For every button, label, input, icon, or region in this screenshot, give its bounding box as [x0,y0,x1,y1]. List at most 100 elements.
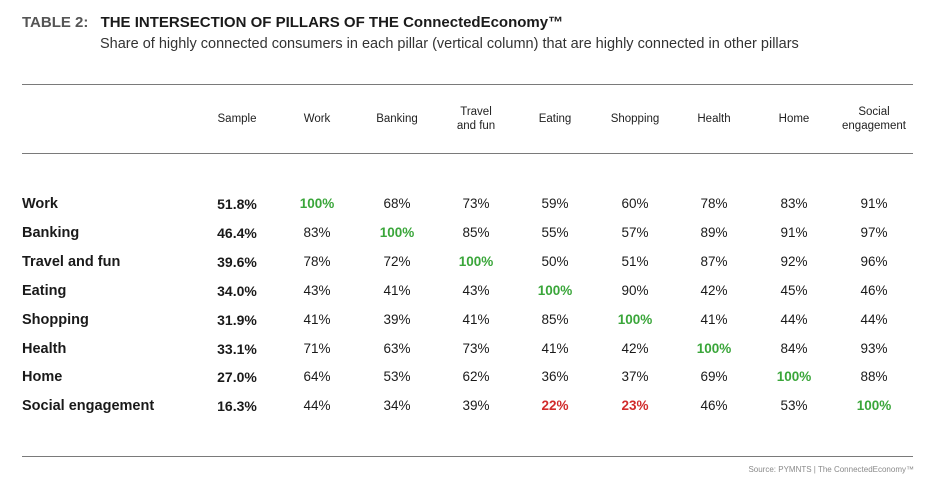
column-header: Eating [538,113,572,125]
row-label: Health [22,341,67,357]
table-cell: 89% [700,225,728,240]
table-cell: 92% [780,254,808,269]
column-header: Work [303,113,331,125]
table-cell: 55% [541,225,569,240]
table-cell: 27.0% [217,369,257,385]
table-cell: 91% [780,225,808,240]
table-cell: 88% [860,369,888,384]
table-cell: 100% [299,196,335,211]
top-divider [22,84,913,85]
row-label: Work [22,196,58,212]
table-cell: 31.9% [217,312,257,328]
table-cell: 53% [383,369,411,384]
title-text: THE INTERSECTION OF PILLARS OF THE Conne… [100,14,564,31]
table-cell: 84% [780,341,808,356]
table-cell: 43% [462,283,490,298]
row-label: Eating [22,283,67,299]
table-cell: 41% [700,312,728,327]
table-cell: 39% [462,398,490,413]
row-label: Social engagement [22,398,155,414]
bottom-divider [22,456,913,457]
table-cell: 44% [780,312,808,327]
table-row: Work 51.8% 100% 68% 73% 59% 60% 78% 83% 91% [0,196,936,216]
table-cell: 93% [860,341,888,356]
table-cell: 42% [700,283,728,298]
table-cell: 44% [303,398,331,413]
table-cell: 63% [383,341,411,356]
table-cell: 78% [303,254,331,269]
table-cell: 60% [621,196,649,211]
table-cell: 57% [621,225,649,240]
table-cell: 51.8% [217,196,257,212]
row-label: Shopping [22,312,89,328]
table-cell: 42% [621,341,649,356]
table-cell: 39.6% [217,254,257,270]
table-cell: 100% [537,283,573,298]
table-cell: 46.4% [217,225,257,241]
column-header: Sample [217,113,257,125]
table-cell: 62% [462,369,490,384]
table-cell: 41% [303,312,331,327]
table-cell: 23% [621,398,649,413]
table-cell: 87% [700,254,728,269]
table-cell: 97% [860,225,888,240]
table-cell: 73% [462,196,490,211]
table-cell: 37% [621,369,649,384]
table-cell: 73% [462,341,490,356]
table-cell: 16.3% [217,398,257,414]
table-cell: 41% [383,283,411,298]
source-note: Source: PYMNTS | The ConnectedEconomy™ [748,465,914,474]
header-divider [22,153,913,154]
table-cell: 91% [860,196,888,211]
table-cell: 100% [458,254,494,269]
column-header: Home [778,113,810,125]
table-cell: 100% [617,312,653,327]
row-label: Banking [22,225,80,241]
table-cell: 53% [780,398,808,413]
table-cell: 33.1% [217,341,257,357]
table-number: TABLE 2: [22,14,89,31]
table-row: Eating 34.0% 43% 41% 43% 100% 90% 42% 45% 46% [0,283,936,303]
table-cell: 100% [379,225,415,240]
table-subtitle: Share of highly connected consumers in e… [100,36,799,52]
table-row: Travel and fun 39.6% 78% 72% 100% 50% 51% 87% 92… [0,254,936,274]
column-header: Social engagement [842,106,906,132]
table-row: Banking 46.4% 83% 100% 85% 55% 57% 89% 91% 97% [0,225,936,245]
table-row: Social engagement 16.3% 44% 34% 39% 22% 23% 46%… [0,398,936,418]
table-cell: 46% [860,283,888,298]
table-cell: 43% [303,283,331,298]
table-cell: 83% [780,196,808,211]
table-cell: 85% [541,312,569,327]
column-header: Shopping [610,113,660,125]
table-cell: 34.0% [217,283,257,299]
table-cell: 69% [700,369,728,384]
column-header: Travel and fun [456,106,496,132]
table-cell: 41% [462,312,490,327]
table-cell: 39% [383,312,411,327]
table-cell: 85% [462,225,490,240]
table-cell: 51% [621,254,649,269]
table-cell: 36% [541,369,569,384]
table-cell: 44% [860,312,888,327]
table-cell: 68% [383,196,411,211]
table-row: Health 33.1% 71% 63% 73% 41% 42% 100% 84% 93% [0,341,936,361]
row-label: Travel and fun [22,254,121,270]
table-cell: 83% [303,225,331,240]
table-title: TABLE 2: THE INTERSECTION OF PILLARS OF … [22,14,563,31]
table-cell: 50% [541,254,569,269]
table-cell: 90% [621,283,649,298]
table-cell: 96% [860,254,888,269]
table-cell: 78% [700,196,728,211]
table-cell: 34% [383,398,411,413]
table-cell: 45% [780,283,808,298]
column-header: Banking [376,113,418,125]
table-cell: 72% [383,254,411,269]
table-cell: 100% [696,341,732,356]
table-row: Shopping 31.9% 41% 39% 41% 85% 100% 41% 44% 44% [0,312,936,332]
table-cell: 71% [303,341,331,356]
table-cell: 46% [700,398,728,413]
row-label: Home [22,369,63,385]
table-row: Home 27.0% 64% 53% 62% 36% 37% 69% 100% 88% [0,369,936,389]
table-cell: 100% [856,398,892,413]
table-cell: 22% [541,398,569,413]
